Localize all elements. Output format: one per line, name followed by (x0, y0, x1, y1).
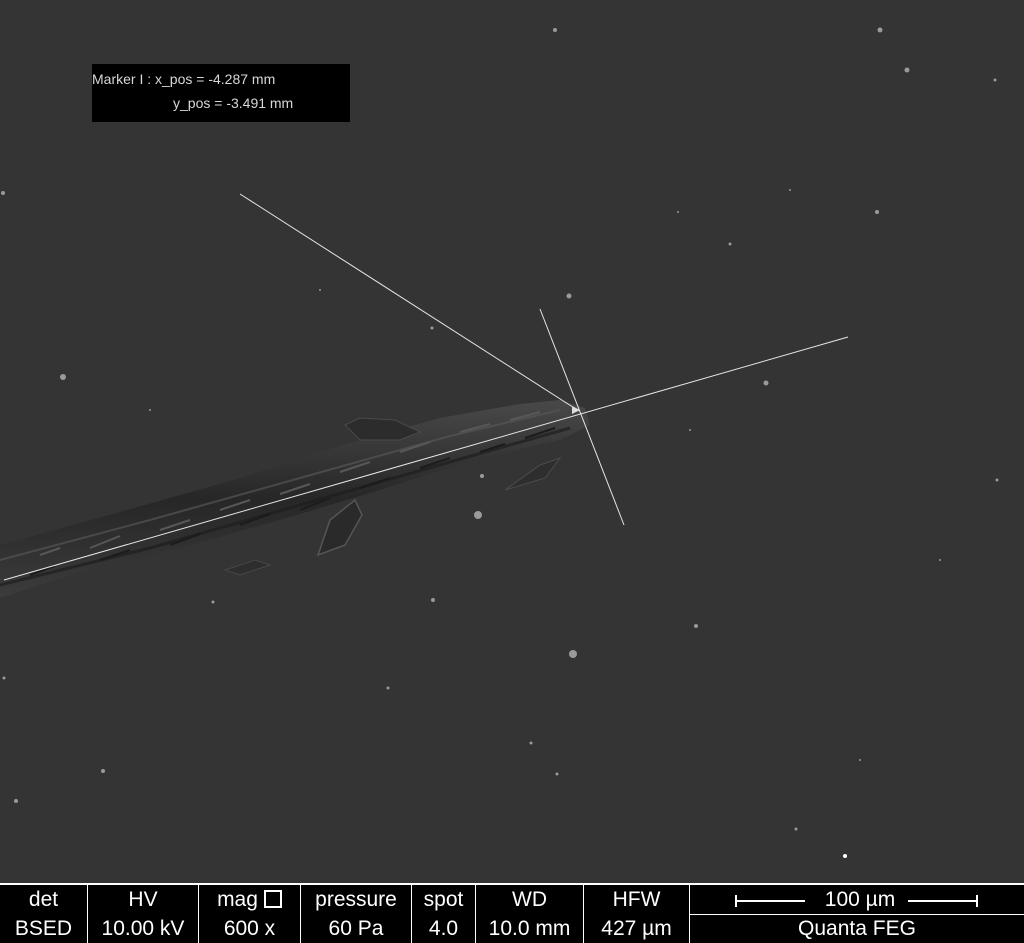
det-label: det (28, 888, 59, 911)
hfw-label: HFW (612, 888, 661, 911)
det-value: BSED (14, 917, 73, 940)
hv-value: 10.00 kV (101, 917, 185, 940)
instrument-name: Quanta FEG (798, 917, 916, 940)
spot-label: spot (423, 888, 464, 911)
scratch-track (0, 400, 590, 598)
wd-value: 10.0 mm (488, 917, 571, 940)
hv-cell: HV 10.00 kV (88, 885, 199, 943)
hfw-value: 427 µm (601, 917, 672, 940)
marker-x-pos: Marker I : x_pos = -4.287 mm (92, 71, 276, 87)
mag-label: mag (217, 888, 258, 911)
particles (1, 27, 999, 858)
marker-readout: Marker I : x_pos = -4.287 mm y_pos = -3.… (92, 64, 350, 122)
scale-bar-right-segment (908, 900, 978, 902)
sem-micrograph (0, 27, 999, 858)
spot-value: 4.0 (428, 917, 459, 940)
hv-label: HV (128, 888, 158, 911)
marker-y-pos: y_pos = -3.491 mm (173, 95, 294, 111)
sem-databar: det BSED HV 10.00 kV mag 600 x pressure … (0, 883, 1024, 943)
spot-cell: spot 4.0 (412, 885, 476, 943)
checkbox-icon (263, 890, 282, 908)
scale-bar-right-tick (976, 895, 978, 907)
pressure-cell: pressure 60 Pa (301, 885, 412, 943)
pressure-value: 60 Pa (328, 917, 384, 940)
marker-lines (3, 193, 849, 581)
scale-bar-left-segment (735, 900, 805, 902)
scale-cell: 100 µm Quanta FEG (690, 885, 1024, 943)
mag-value: 600 x (223, 917, 276, 940)
scale-bar: 100 µm (690, 887, 1024, 913)
det-cell: det BSED (0, 885, 88, 943)
pressure-label: pressure (315, 888, 397, 911)
mag-cell: mag 600 x (199, 885, 301, 943)
hfw-cell: HFW 427 µm (584, 885, 690, 943)
wd-label: WD (512, 888, 547, 911)
sem-image: Marker I : x_pos = -4.287 mm y_pos = -3.… (0, 0, 1024, 883)
wd-cell: WD 10.0 mm (476, 885, 584, 943)
marker-point (572, 406, 580, 414)
scale-divider (690, 914, 1024, 915)
scale-bar-label: 100 µm (824, 888, 896, 911)
